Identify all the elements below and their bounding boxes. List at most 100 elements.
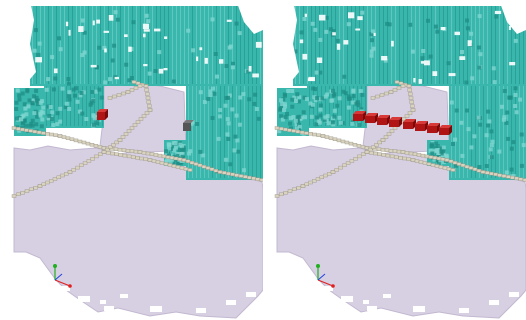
highlight-voxel bbox=[389, 117, 402, 127]
voxel bbox=[198, 149, 203, 154]
voxel bbox=[291, 115, 296, 119]
path-voxel bbox=[71, 168, 77, 172]
path-voxel bbox=[137, 84, 143, 88]
path-voxel bbox=[147, 104, 152, 108]
path-voxel bbox=[139, 156, 144, 161]
wall-gap bbox=[164, 36, 168, 39]
voxel bbox=[326, 121, 331, 126]
floor-notch bbox=[120, 294, 128, 298]
wall-stripe bbox=[244, 6, 245, 84]
path-voxel bbox=[356, 144, 362, 148]
voxel bbox=[177, 147, 182, 152]
path-voxel bbox=[45, 132, 50, 136]
voxel bbox=[518, 97, 523, 102]
axis-x-line bbox=[317, 279, 334, 287]
path-voxel bbox=[238, 174, 244, 178]
wall-stripe bbox=[120, 6, 121, 84]
wall-stripe bbox=[72, 6, 73, 84]
voxel bbox=[331, 29, 336, 34]
wall-stripe bbox=[84, 6, 85, 84]
wall-stripe bbox=[333, 86, 334, 126]
voxel bbox=[216, 136, 221, 141]
voxel bbox=[67, 97, 72, 102]
highlighted-voxels bbox=[97, 109, 194, 131]
wall-gap bbox=[494, 10, 502, 14]
path-voxel bbox=[407, 111, 413, 115]
voxel bbox=[347, 96, 351, 101]
voxel bbox=[358, 89, 363, 94]
wall-stripe bbox=[76, 6, 77, 84]
wall-gap bbox=[302, 53, 308, 60]
path-voxel bbox=[141, 114, 147, 118]
path-voxel bbox=[147, 108, 153, 112]
voxel bbox=[90, 90, 95, 94]
voxel bbox=[198, 90, 203, 95]
voxel bbox=[93, 89, 98, 94]
path-voxel bbox=[193, 162, 199, 166]
voxel bbox=[371, 46, 376, 51]
path-voxel bbox=[404, 114, 410, 118]
wall-gap bbox=[432, 71, 438, 76]
wall-gap bbox=[124, 34, 128, 37]
path-voxel bbox=[438, 165, 444, 169]
voxel bbox=[318, 113, 323, 118]
path-voxel bbox=[287, 128, 292, 132]
voxel bbox=[478, 122, 483, 127]
voxel bbox=[460, 153, 465, 158]
path-voxel bbox=[125, 148, 131, 153]
voxel bbox=[55, 111, 60, 116]
wall-gap bbox=[199, 47, 203, 51]
wall-stripe bbox=[224, 86, 225, 178]
path-voxel bbox=[424, 154, 430, 159]
wall-stripe bbox=[128, 6, 129, 84]
voxel bbox=[521, 143, 526, 148]
voxel bbox=[202, 100, 207, 104]
path-voxel bbox=[89, 142, 95, 147]
voxel bbox=[217, 114, 222, 119]
wall-gap bbox=[104, 48, 107, 53]
voxel bbox=[305, 97, 309, 102]
path-voxel bbox=[114, 152, 119, 156]
voxel bbox=[170, 143, 175, 148]
voxel bbox=[67, 90, 72, 95]
voxel bbox=[15, 116, 19, 121]
wall-gap bbox=[357, 16, 363, 21]
wall-gap bbox=[92, 20, 95, 26]
voxel bbox=[466, 127, 471, 132]
voxel bbox=[82, 50, 87, 55]
path-voxel bbox=[381, 153, 386, 157]
voxel bbox=[32, 94, 37, 99]
wall-gap bbox=[143, 29, 150, 32]
floor-notch bbox=[150, 306, 162, 312]
voxel bbox=[110, 58, 115, 63]
voxel bbox=[477, 165, 482, 169]
path-voxel bbox=[505, 175, 511, 179]
path-voxel bbox=[167, 163, 173, 167]
wall-gap bbox=[448, 73, 456, 77]
path-voxel bbox=[316, 133, 321, 138]
voxel bbox=[115, 17, 120, 22]
voxel bbox=[477, 45, 481, 50]
voxel bbox=[237, 31, 242, 36]
wall-stripe bbox=[188, 86, 189, 178]
path-voxel bbox=[221, 171, 227, 175]
path-voxel bbox=[274, 194, 280, 198]
voxel bbox=[26, 104, 31, 109]
wall-gap bbox=[304, 13, 307, 17]
voxel bbox=[511, 140, 516, 145]
wall-stripe bbox=[48, 6, 49, 84]
voxel bbox=[383, 58, 388, 63]
background-corner bbox=[499, 0, 526, 34]
wall-stripe bbox=[463, 86, 464, 178]
voxel bbox=[350, 121, 355, 126]
wall-gap bbox=[158, 68, 164, 74]
voxel bbox=[177, 160, 181, 165]
path-voxel bbox=[292, 187, 297, 192]
voxel bbox=[77, 109, 82, 114]
voxel bbox=[80, 53, 85, 58]
path-voxel bbox=[418, 160, 424, 164]
voxel bbox=[252, 101, 257, 106]
path-voxel bbox=[32, 129, 38, 134]
voxel bbox=[444, 154, 449, 159]
path-voxel bbox=[448, 159, 454, 164]
